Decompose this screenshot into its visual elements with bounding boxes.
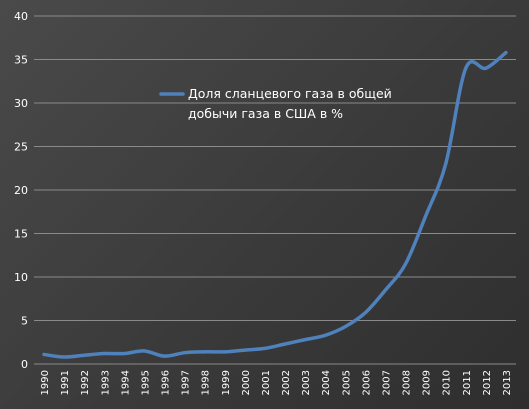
- x-tick-label: 1996: [161, 370, 172, 395]
- x-tick-label: 2009: [422, 370, 433, 395]
- x-tick-label: 2003: [301, 370, 312, 395]
- y-tick-label: 40: [14, 10, 28, 23]
- x-tick-label: 1992: [80, 370, 91, 395]
- y-axis-ticks: 0 5 10 15 20 25 30 35 40: [14, 10, 28, 371]
- x-tick-label: 2010: [442, 370, 453, 395]
- x-tick-label: 2012: [482, 370, 493, 395]
- x-tick-label: 2005: [341, 370, 352, 395]
- series-line-0: [42, 50, 508, 359]
- y-tick-label: 5: [21, 315, 28, 328]
- y-tick-label: 20: [14, 184, 28, 197]
- y-tick-label: 30: [14, 97, 28, 110]
- series-lines: [42, 50, 508, 359]
- y-tick-label: 25: [14, 141, 28, 154]
- gridlines: [34, 15, 516, 365]
- x-tick-label: 2001: [261, 370, 272, 395]
- x-tick-label: 2011: [462, 370, 473, 395]
- x-tick-label: 2002: [281, 370, 292, 395]
- x-tick-label: 1993: [100, 370, 111, 395]
- x-tick-label: 1998: [201, 370, 212, 395]
- y-tick-label: 35: [14, 54, 28, 67]
- legend-label: Доля сланцевого газа в общей: [188, 86, 392, 101]
- x-tick-label: 2008: [402, 370, 413, 395]
- x-tick-label: 1991: [60, 370, 71, 395]
- y-tick-label: 10: [14, 271, 28, 284]
- y-tick-label: 15: [14, 228, 28, 241]
- legend: Доля сланцевого газа в общей добычи газа …: [159, 86, 392, 121]
- x-tick-label: 1995: [140, 370, 151, 395]
- x-tick-label: 2013: [502, 370, 513, 395]
- legend-label: добычи газа в США в %: [188, 106, 343, 121]
- x-tick-label: 2000: [241, 370, 252, 395]
- x-tick-label: 2004: [321, 370, 332, 395]
- x-tick-label: 2007: [381, 370, 392, 395]
- x-tick-label: 2006: [361, 370, 372, 395]
- x-tick-label: 1997: [181, 370, 192, 395]
- x-tick-label: 1990: [40, 370, 51, 395]
- y-tick-label: 0: [21, 358, 28, 371]
- x-tick-label: 1994: [120, 370, 131, 395]
- x-axis-ticks: 1990 1991 1992 1993 1994 1995 1996 1997 1998 1999…: [40, 370, 513, 395]
- x-tick-label: 1999: [221, 370, 232, 395]
